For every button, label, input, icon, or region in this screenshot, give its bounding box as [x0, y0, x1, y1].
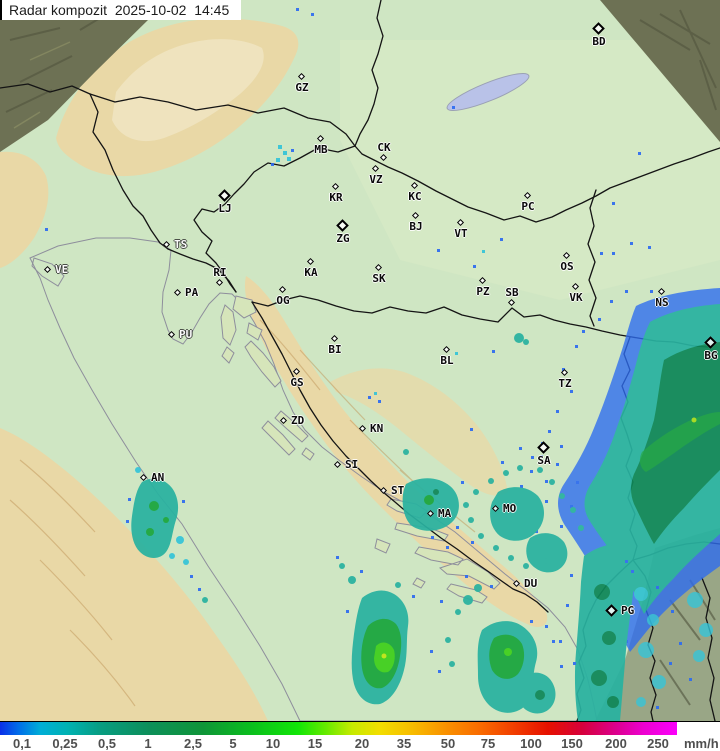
echo-montenegro-band: [559, 544, 713, 721]
scale-unit-label: mm/h: [684, 736, 719, 751]
intensity-gradient-bar: [0, 722, 677, 735]
page-title: Radar kompozit 2025-10-02 14:45: [9, 2, 230, 18]
scale-tick-label: 1: [144, 736, 152, 751]
scale-tick-label: 100: [520, 736, 542, 751]
pannonian-plain: [340, 40, 720, 300]
scale-tick-label: 50: [440, 736, 456, 751]
intensity-scale-ticks: mm/h 0,1 0,25 0,5 1 2,5 5 10 15 20 35 50 75 100 150 20…: [0, 735, 720, 751]
scale-tick-label: 20: [354, 736, 370, 751]
scale-tick-label: 0,1: [12, 736, 32, 751]
scale-tick-label: 250: [647, 736, 669, 751]
radar-echoes: [45, 8, 720, 721]
echo-adriatic-cell-a: [336, 556, 415, 705]
scale-tick-label: 200: [605, 736, 627, 751]
scale-tick-label: 15: [307, 736, 323, 751]
scale-tick-label: 75: [480, 736, 496, 751]
scale-tick-label: 10: [265, 736, 281, 751]
echo-scattered: [45, 8, 633, 455]
scale-tick-label: 35: [396, 736, 412, 751]
echo-ancona: [126, 467, 208, 603]
adriatic-islands: [220, 295, 501, 604]
terrain-mountains: [0, 18, 548, 721]
intensity-scale: mm/h 0,1 0,25 0,5 1 2,5 5 10 15 20 35 50 75 100 150 20…: [0, 721, 720, 751]
radar-map: [0, 0, 720, 721]
echo-bosnia: [402, 442, 584, 573]
scale-tick-label: 2,5: [183, 736, 203, 751]
scale-tick-label: 150: [561, 736, 583, 751]
echo-adriatic-cell-b: [430, 575, 563, 714]
lake-balaton: [446, 73, 530, 111]
venice-lagoon: [31, 257, 65, 287]
scale-tick-label: 5: [229, 736, 237, 751]
title-bar: Radar kompozit 2025-10-02 14:45: [0, 0, 242, 20]
scale-tick-label: 0,25: [52, 736, 78, 751]
scale-tick-label: 0,5: [97, 736, 117, 751]
